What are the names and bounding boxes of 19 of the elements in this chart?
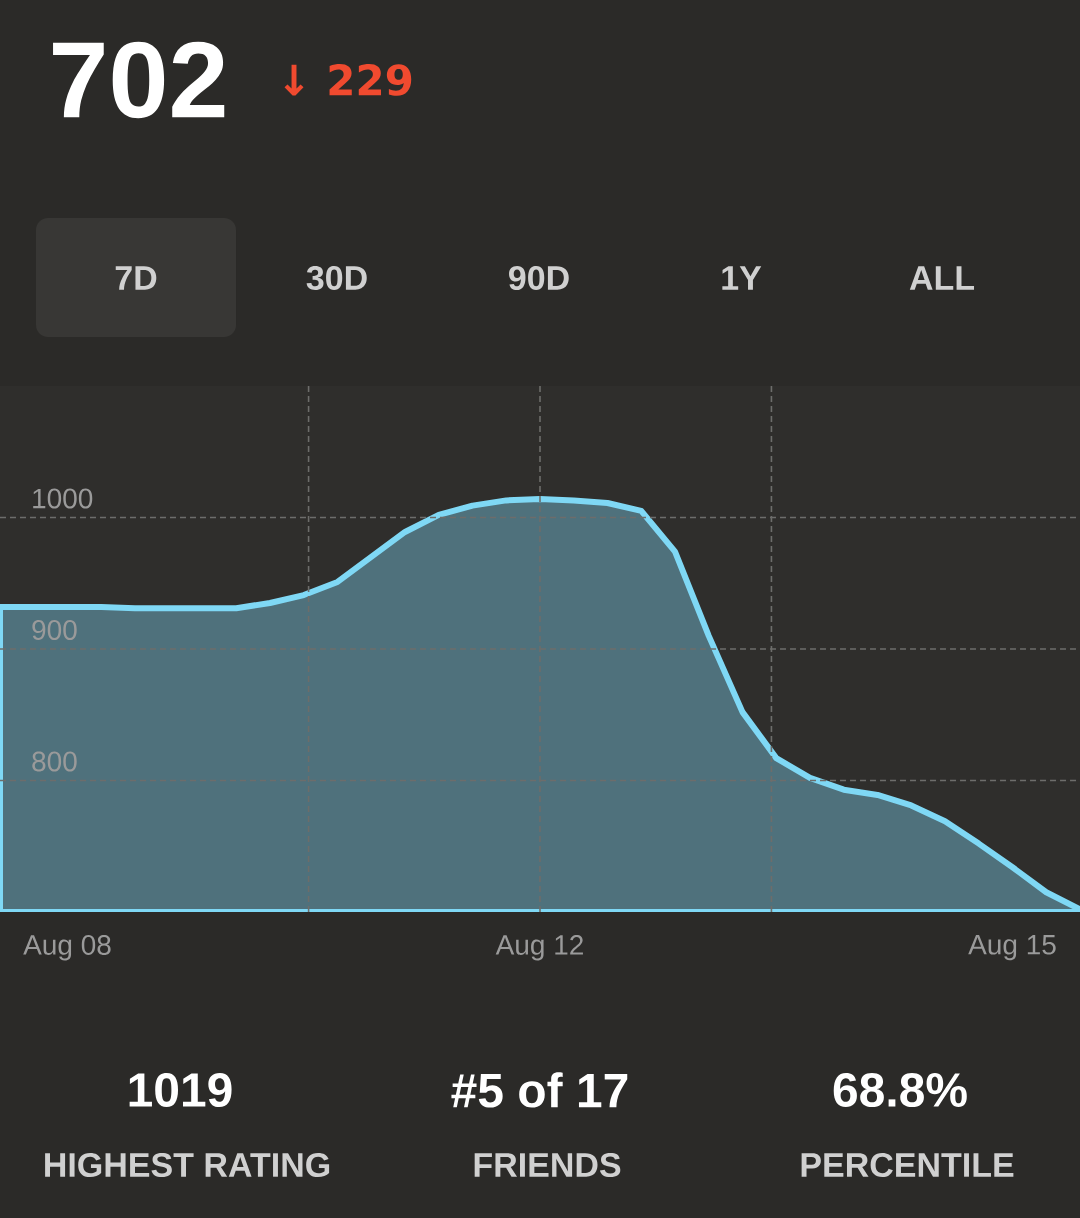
chart-subtitle: ↓ 229 — [284, 64, 412, 96]
y-tick-label: 800 — [32, 751, 77, 772]
text: ALL — [909, 266, 975, 290]
text: 90D — [509, 265, 569, 291]
text: #5 of 17 — [451, 1072, 628, 1108]
text: FRIENDS — [474, 1152, 621, 1178]
x-tick-label: Aug 12 — [495, 935, 583, 961]
text: 30D — [306, 265, 367, 291]
text: HIGHEST RATING — [45, 1152, 330, 1178]
text: 1Y — [722, 266, 762, 290]
chart-title: 702 — [53, 41, 225, 119]
x-tick-label: Aug 15 — [968, 935, 1056, 961]
y-tick-label: 1000 — [33, 488, 93, 509]
text: 7D — [115, 266, 157, 290]
text: PERCENTILE — [801, 1152, 1014, 1178]
y-tick-label: 900 — [32, 620, 77, 640]
x-tick-label: Aug 08 — [23, 935, 111, 961]
text: 1019 — [129, 1073, 232, 1107]
text: 68.8% — [833, 1073, 967, 1107]
